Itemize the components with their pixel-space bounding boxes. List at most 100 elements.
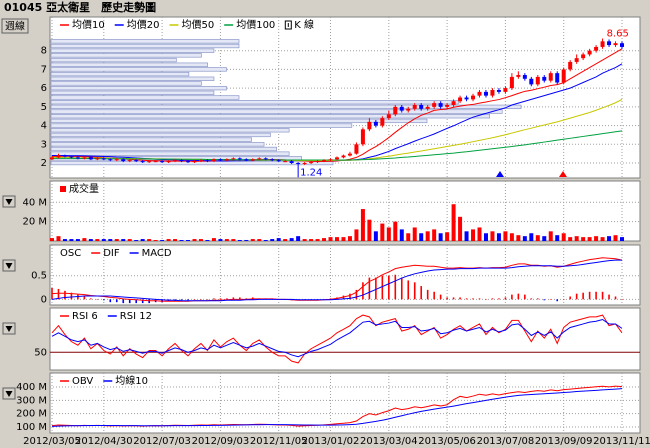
period-button-box[interactable] bbox=[1, 18, 29, 34]
volume-profile-bar bbox=[50, 67, 227, 72]
signal-marker bbox=[559, 171, 567, 177]
osc-bar bbox=[439, 294, 442, 300]
volume-bar bbox=[600, 237, 605, 241]
volume-profile-bar bbox=[50, 48, 215, 53]
osc-bar bbox=[83, 296, 86, 300]
volume-profile-bar bbox=[50, 71, 190, 77]
panel-toggle[interactable] bbox=[2, 322, 16, 335]
panel-toggle[interactable] bbox=[2, 259, 16, 272]
volume-bar bbox=[399, 229, 404, 241]
volume-bar bbox=[114, 239, 119, 241]
volume-bar bbox=[419, 233, 424, 241]
volume-bar bbox=[257, 239, 262, 241]
candle-body bbox=[341, 155, 346, 158]
osc-bar bbox=[239, 297, 241, 300]
volume-bar bbox=[412, 227, 417, 241]
candle-body bbox=[574, 58, 579, 62]
candle-body bbox=[173, 160, 178, 162]
volume-bar bbox=[82, 238, 87, 241]
osc-bar bbox=[465, 298, 468, 300]
volume-profile-bar bbox=[50, 43, 240, 49]
volume-bar bbox=[542, 236, 547, 241]
volume-bar bbox=[445, 232, 450, 241]
volume-bar bbox=[509, 233, 514, 241]
toggle-arrow[interactable] bbox=[5, 326, 13, 332]
candle-body bbox=[496, 90, 501, 92]
osc-bar bbox=[407, 280, 410, 300]
volume-bar bbox=[192, 239, 197, 241]
candle-body bbox=[56, 155, 61, 158]
volume-profile-bar bbox=[50, 104, 522, 110]
osc-bar bbox=[575, 293, 578, 300]
panel-toggle[interactable] bbox=[2, 387, 16, 400]
volume-bar bbox=[490, 231, 495, 241]
osc-bar bbox=[103, 299, 105, 301]
volume-bar bbox=[140, 239, 145, 241]
candle-body bbox=[147, 161, 152, 163]
toggle-arrow[interactable] bbox=[5, 263, 13, 269]
osc-bar bbox=[621, 299, 623, 300]
candle-body bbox=[250, 159, 255, 161]
candle-body bbox=[296, 163, 301, 165]
osc-bar bbox=[595, 291, 597, 300]
panel-toggle[interactable] bbox=[2, 195, 16, 208]
osc-bar bbox=[394, 274, 397, 300]
candle-body bbox=[464, 97, 469, 100]
candle-body bbox=[263, 158, 268, 160]
y-tick-label: 20 M bbox=[22, 217, 47, 228]
x-tick-label: 2013/01/02 bbox=[302, 436, 360, 447]
osc-bar bbox=[569, 296, 571, 300]
volume-bar bbox=[386, 227, 391, 241]
volume-bar bbox=[101, 239, 106, 241]
legend-label: 均價10 bbox=[72, 18, 105, 31]
volume-profile-bar bbox=[50, 81, 202, 86]
candle-body bbox=[166, 161, 171, 163]
candle-body bbox=[114, 159, 119, 161]
candle-body bbox=[335, 157, 339, 160]
osc-bar bbox=[530, 298, 533, 300]
volume-profile-bar bbox=[50, 137, 252, 142]
osc-bar bbox=[219, 298, 222, 300]
x-tick-label: 2012/09/03 bbox=[192, 436, 250, 447]
series-line bbox=[51, 314, 623, 364]
volume-bar bbox=[438, 233, 443, 241]
candle-body bbox=[186, 161, 191, 163]
candle-body bbox=[399, 106, 404, 111]
candle-body bbox=[419, 104, 424, 109]
y-tick-label: 6 bbox=[41, 83, 47, 94]
osc-bar bbox=[135, 299, 138, 304]
period-button[interactable]: 週線 bbox=[1, 18, 29, 34]
volume-bar bbox=[367, 219, 372, 241]
volume-bar bbox=[147, 239, 152, 241]
x-tick-label: 2013/09/09 bbox=[535, 436, 593, 447]
osc-bar bbox=[381, 275, 384, 300]
toggle-arrow[interactable] bbox=[5, 391, 13, 397]
volume-bar bbox=[153, 240, 158, 241]
volume-bar bbox=[425, 231, 430, 241]
osc-bar bbox=[187, 299, 189, 301]
candle-body bbox=[354, 144, 359, 154]
candle-body bbox=[257, 158, 262, 160]
low-label: 1.24 bbox=[300, 167, 322, 178]
osc-bar bbox=[232, 297, 235, 300]
y-tick-label: 3 bbox=[41, 139, 47, 150]
candle-body bbox=[140, 161, 145, 163]
toggle-arrow[interactable] bbox=[5, 199, 13, 205]
candle-body bbox=[309, 162, 314, 164]
candle-body bbox=[509, 76, 514, 89]
candle-body bbox=[231, 158, 236, 160]
volume-bar bbox=[198, 239, 203, 241]
candle-body bbox=[270, 159, 275, 161]
candle-body bbox=[548, 73, 553, 81]
period-button-label[interactable]: 週線 bbox=[5, 20, 25, 33]
volume-bar bbox=[458, 216, 463, 241]
candle-body bbox=[490, 90, 495, 96]
y-tick-label: 2 bbox=[41, 158, 47, 169]
volume-bar bbox=[432, 229, 437, 241]
legend-label: MACD bbox=[142, 248, 172, 259]
volume-bar bbox=[347, 236, 352, 241]
candle-body bbox=[360, 129, 365, 145]
osc-bar bbox=[498, 298, 500, 300]
volume-profile-bar bbox=[50, 76, 215, 81]
osc-bar bbox=[64, 290, 66, 300]
